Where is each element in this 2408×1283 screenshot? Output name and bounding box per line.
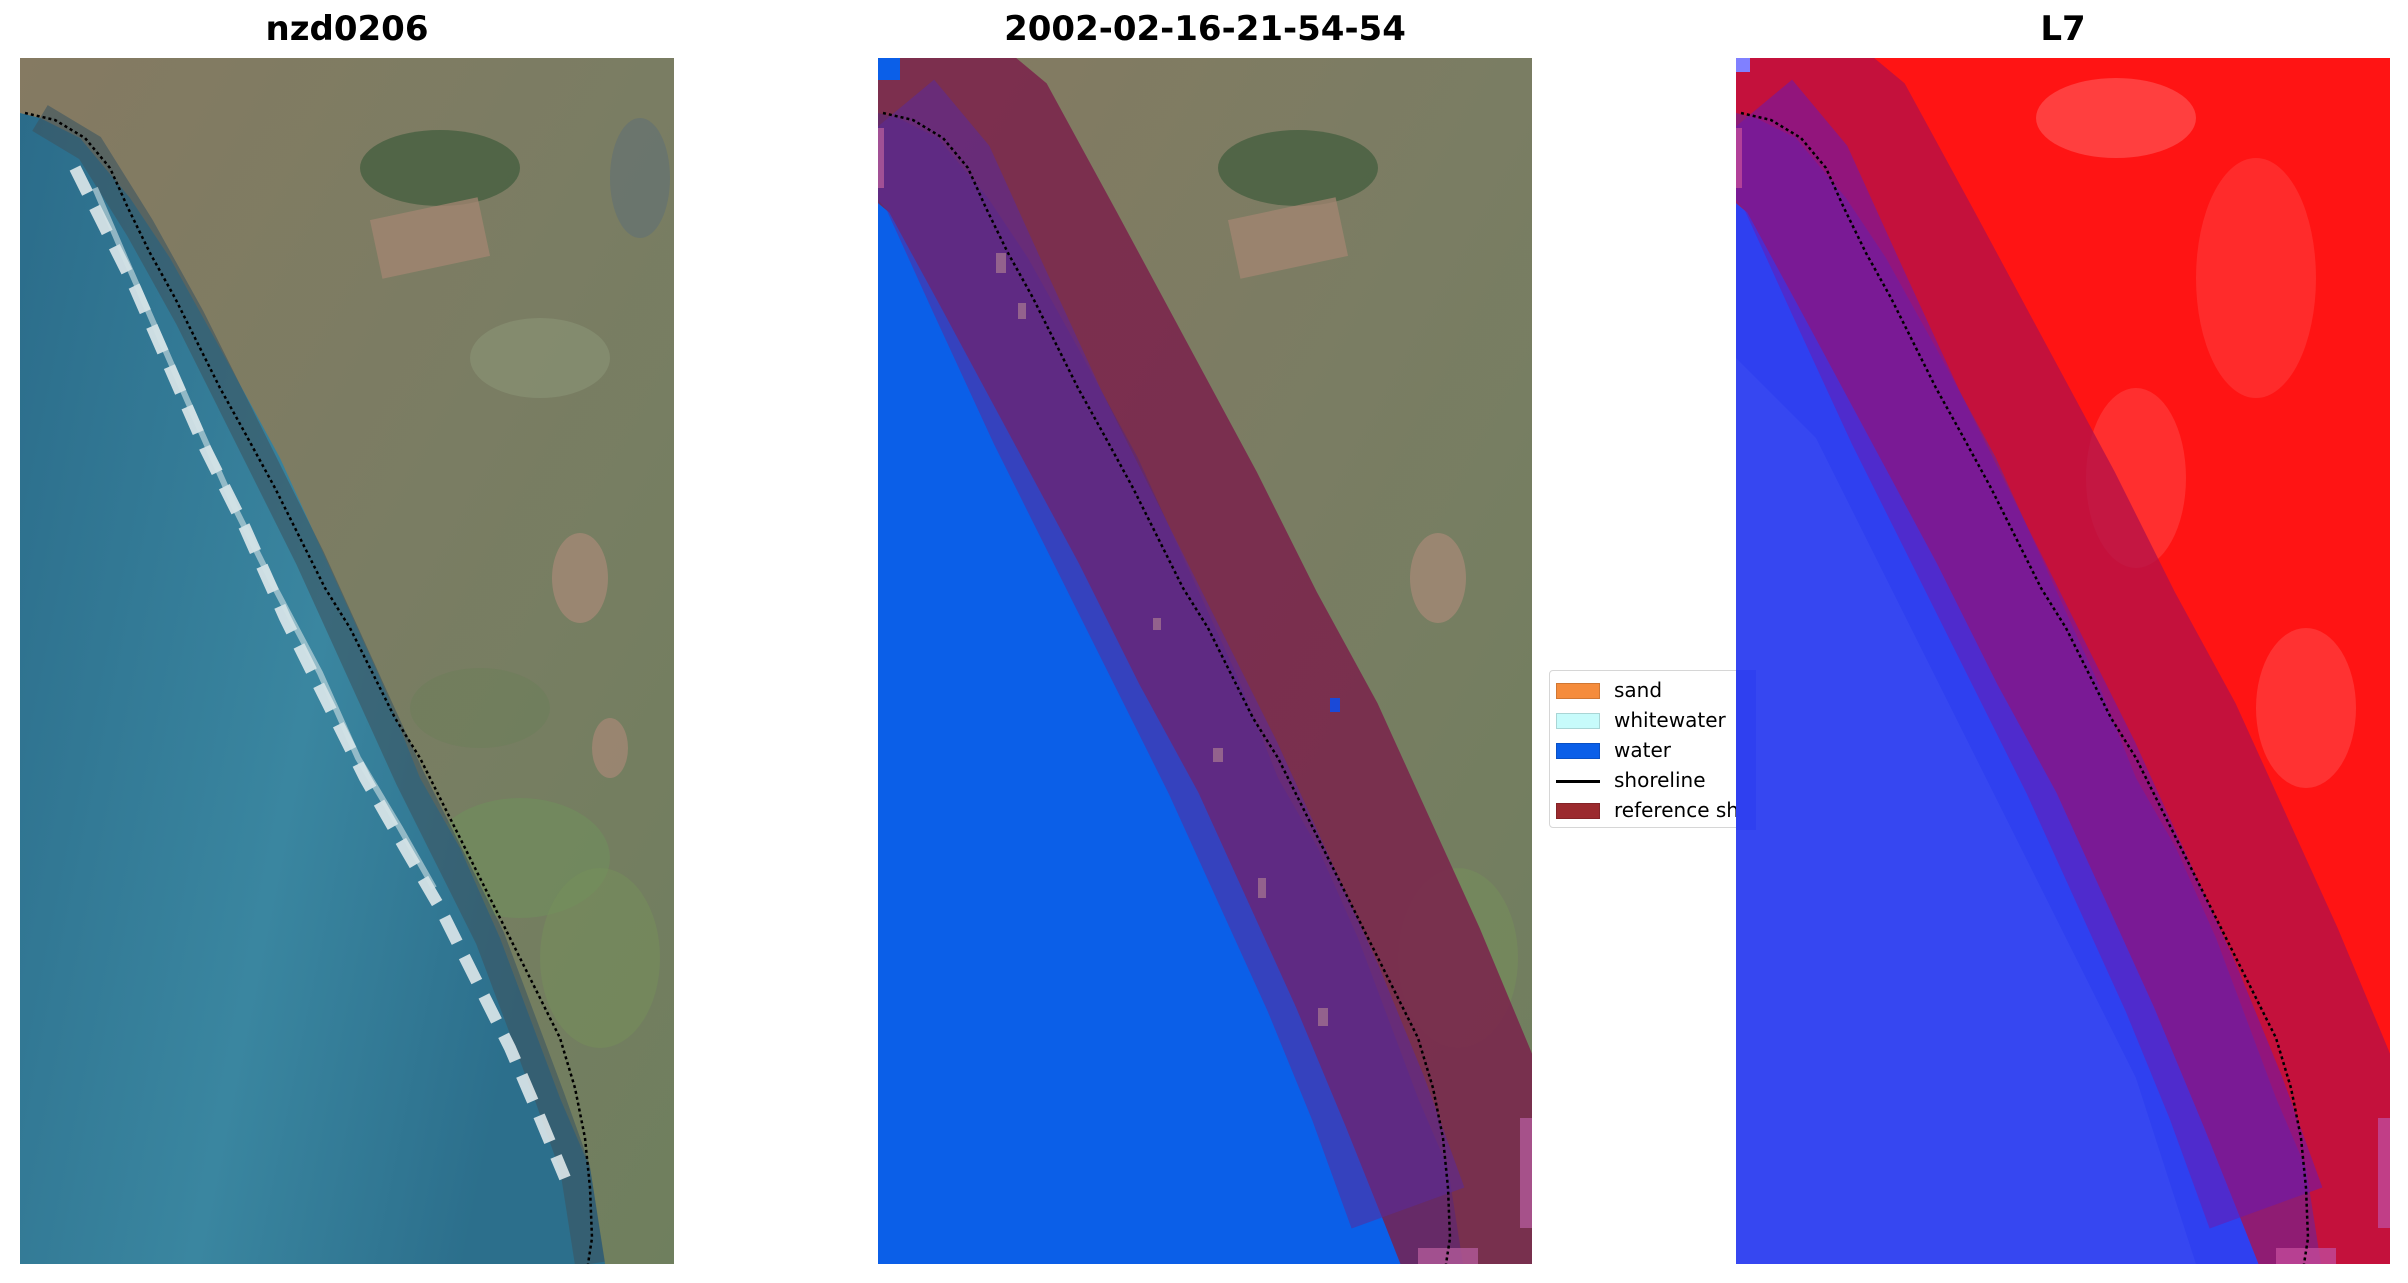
shoreline-line	[1740, 111, 2310, 1264]
legend-item-whitewater: whitewater	[1550, 707, 1748, 733]
index-image	[1736, 58, 2390, 1264]
legend-swatch-reference-shoreline-buffer	[1556, 803, 1600, 819]
legend-label-reference-shoreline-buffer: reference shoreline buffer	[1614, 798, 1748, 822]
legend-item-shoreline: shoreline	[1550, 767, 1748, 793]
legend-swatch-whitewater	[1556, 713, 1600, 729]
legend-label-sand: sand	[1614, 678, 1663, 702]
legend-label-water: water	[1614, 738, 1671, 762]
legend-swatch-sand	[1556, 683, 1600, 699]
panel-title-index: L7	[2040, 9, 2086, 49]
legend-item-reference-shoreline-buffer: reference shoreline buffer	[1550, 797, 1748, 823]
shoreline-line	[882, 111, 1452, 1264]
panel-title-classified: 2002-02-16-21-54-54	[1004, 9, 1406, 49]
legend-line-shoreline	[1556, 780, 1600, 783]
shoreline-line	[24, 111, 594, 1264]
legend-item-water: water	[1550, 737, 1748, 763]
panel-title-rgb: nzd0206	[265, 9, 429, 49]
rgb-satellite-image	[20, 58, 674, 1264]
legend: sand whitewater water shoreline referenc…	[1549, 670, 1749, 828]
legend-item-sand: sand	[1550, 677, 1748, 703]
legend-swatch-water	[1556, 743, 1600, 759]
legend-label-shoreline: shoreline	[1614, 768, 1706, 792]
legend-label-whitewater: whitewater	[1614, 708, 1726, 732]
classified-image	[878, 58, 1532, 1264]
legend-overlap-mask	[1736, 670, 1756, 830]
